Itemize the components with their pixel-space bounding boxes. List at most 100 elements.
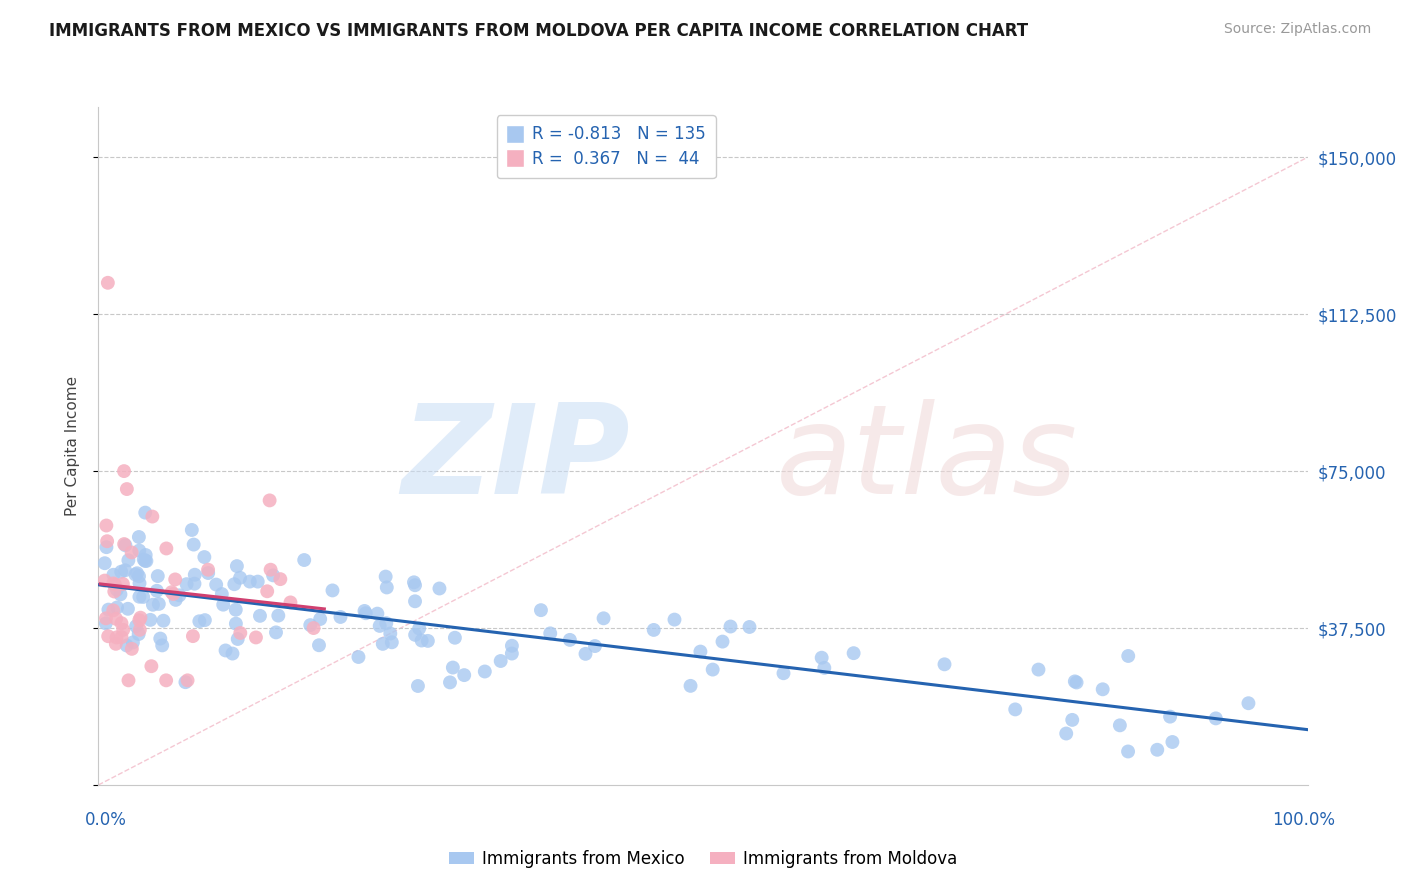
Point xyxy=(1116,744,1139,758)
Point xyxy=(197,563,219,577)
Text: IMMIGRANTS FROM MEXICO VS IMMIGRANTS FROM MOLDOVA PER CAPITA INCOME CORRELATION : IMMIGRANTS FROM MEXICO VS IMMIGRANTS FRO… xyxy=(49,22,1028,40)
Point xyxy=(221,647,243,661)
Point xyxy=(810,650,832,665)
Point xyxy=(224,577,246,591)
Text: 0.0%: 0.0% xyxy=(84,811,127,829)
Point xyxy=(1146,743,1168,757)
Point xyxy=(128,543,150,558)
Point xyxy=(93,574,115,588)
Point xyxy=(176,577,198,591)
Point xyxy=(501,647,523,661)
Text: 100.0%: 100.0% xyxy=(1272,811,1334,829)
Point xyxy=(256,584,278,599)
Point xyxy=(1237,696,1260,710)
Point xyxy=(135,554,157,568)
Point xyxy=(97,602,120,616)
Point xyxy=(117,673,139,688)
Legend: Immigrants from Mexico, Immigrants from Moldova: Immigrants from Mexico, Immigrants from … xyxy=(441,844,965,875)
Point xyxy=(474,665,496,679)
Point xyxy=(368,619,391,633)
Point xyxy=(299,618,322,632)
Point xyxy=(174,675,197,690)
Point xyxy=(309,612,332,626)
Point xyxy=(1054,726,1077,740)
Point xyxy=(375,581,398,595)
Point xyxy=(720,619,742,633)
Point xyxy=(103,584,125,599)
Point xyxy=(1004,702,1026,716)
Point xyxy=(453,668,475,682)
Point xyxy=(280,595,302,609)
Point xyxy=(302,621,325,635)
Point xyxy=(269,572,291,586)
Point xyxy=(132,552,155,566)
Point xyxy=(146,583,169,598)
Point xyxy=(110,616,132,631)
Point xyxy=(1116,648,1139,663)
Point xyxy=(183,576,205,591)
Point xyxy=(574,647,596,661)
Point xyxy=(538,626,561,640)
Point xyxy=(160,585,183,599)
Point xyxy=(115,482,138,496)
Point xyxy=(374,569,396,583)
Point xyxy=(150,639,173,653)
Point xyxy=(110,565,132,579)
Point xyxy=(184,567,207,582)
Point xyxy=(117,553,139,567)
Point xyxy=(197,566,219,580)
Point xyxy=(772,666,794,681)
Point xyxy=(94,556,117,570)
Point xyxy=(142,598,165,612)
Point xyxy=(105,582,128,597)
Point xyxy=(149,632,172,646)
Point xyxy=(1062,713,1084,727)
Point xyxy=(135,548,157,562)
Point xyxy=(404,628,426,642)
Point xyxy=(1159,709,1181,723)
Point xyxy=(103,567,125,582)
Point xyxy=(1063,674,1085,689)
Point xyxy=(169,588,191,602)
Point xyxy=(105,631,128,645)
Point xyxy=(128,576,150,591)
Point xyxy=(162,587,184,601)
Point xyxy=(329,610,352,624)
Point xyxy=(96,534,118,549)
Point xyxy=(380,626,402,640)
Point xyxy=(183,538,205,552)
Point xyxy=(181,629,204,643)
Point xyxy=(229,571,252,585)
Point xyxy=(738,620,761,634)
Point xyxy=(558,632,581,647)
Point xyxy=(103,576,125,591)
Point xyxy=(211,587,233,601)
Point xyxy=(128,627,150,641)
Point xyxy=(354,606,377,620)
Point xyxy=(104,637,127,651)
Point xyxy=(155,673,177,688)
Point xyxy=(813,661,835,675)
Point xyxy=(128,613,150,627)
Point xyxy=(679,679,702,693)
Point xyxy=(114,563,136,577)
Point xyxy=(132,590,155,604)
Point xyxy=(842,646,865,660)
Point xyxy=(366,607,388,621)
Point xyxy=(371,637,394,651)
Point xyxy=(212,598,235,612)
Point xyxy=(264,625,287,640)
Point xyxy=(225,616,247,631)
Point xyxy=(1108,718,1130,732)
Text: ZIP: ZIP xyxy=(402,399,630,520)
Point xyxy=(104,577,127,591)
Point xyxy=(439,675,461,690)
Point xyxy=(155,541,177,556)
Point xyxy=(934,657,956,672)
Point xyxy=(530,603,553,617)
Point xyxy=(128,590,150,604)
Text: atlas: atlas xyxy=(776,399,1077,520)
Point xyxy=(225,603,247,617)
Point xyxy=(122,635,145,649)
Point xyxy=(347,650,370,665)
